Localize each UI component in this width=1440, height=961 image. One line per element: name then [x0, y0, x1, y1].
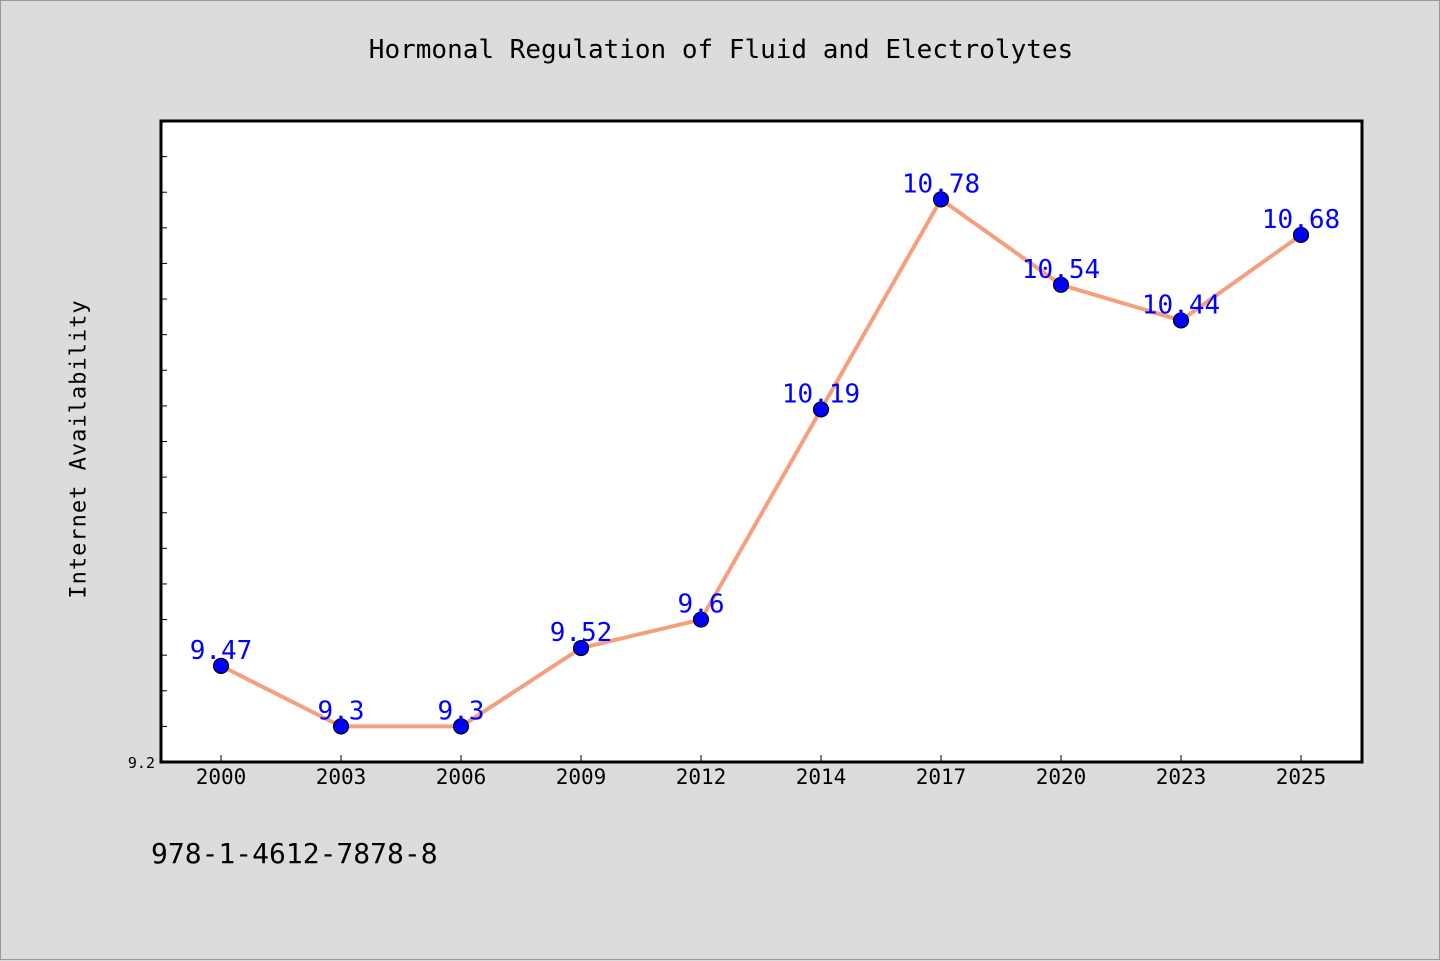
x-tick-label: 2023 — [1156, 765, 1207, 789]
data-label: 9.52 — [550, 618, 613, 648]
x-tick-label: 2020 — [1036, 765, 1087, 789]
x-tick-label: 2012 — [676, 765, 727, 789]
data-label: 9.47 — [190, 636, 253, 666]
x-tick-label: 2003 — [316, 765, 367, 789]
data-label: 9.6 — [678, 590, 725, 620]
x-tick-label: 2014 — [796, 765, 847, 789]
chart-title: Hormonal Regulation of Fluid and Electro… — [368, 35, 1074, 65]
data-point — [692, 611, 710, 628]
data-label: 10.68 — [1262, 205, 1340, 235]
data-label: 10.44 — [1142, 290, 1220, 320]
x-tick-label: 2000 — [196, 765, 247, 789]
x-tick-label: 2009 — [556, 765, 607, 789]
x-ticks: 2000 2003 2006 2009 2012 2014 2017 2020 2023 2025 — [196, 755, 1327, 789]
data-point — [1172, 312, 1190, 329]
series-group — [212, 191, 1310, 735]
data-point — [332, 718, 350, 735]
data-point — [572, 639, 590, 657]
x-tick-label: 2017 — [916, 765, 967, 789]
x-tick-label: 2006 — [436, 765, 487, 789]
x-tick-label: 2025 — [1276, 765, 1327, 789]
data-label: 10.19 — [782, 379, 860, 409]
data-label: 9.3 — [318, 696, 365, 726]
data-labels: 9.47 9.3 9.3 9.52 9.6 10.19 10.78 10.54 10.44 10.… — [190, 169, 1340, 726]
plot-background — [159, 119, 1364, 764]
data-point — [812, 401, 830, 418]
data-label: 10.54 — [1022, 255, 1100, 285]
series-line — [219, 197, 1303, 729]
data-point — [452, 718, 470, 735]
data-point — [1052, 276, 1070, 293]
data-label: 9.3 — [438, 696, 485, 726]
y-tick-label: 9.2 — [128, 754, 155, 772]
data-point — [212, 657, 230, 674]
footer-text: 978-1-4612-7878-8 — [151, 837, 438, 870]
data-point — [932, 191, 950, 208]
data-point — [1292, 226, 1310, 244]
y-ticks: 9.2 — [128, 156, 167, 772]
data-label: 10.78 — [902, 169, 980, 199]
